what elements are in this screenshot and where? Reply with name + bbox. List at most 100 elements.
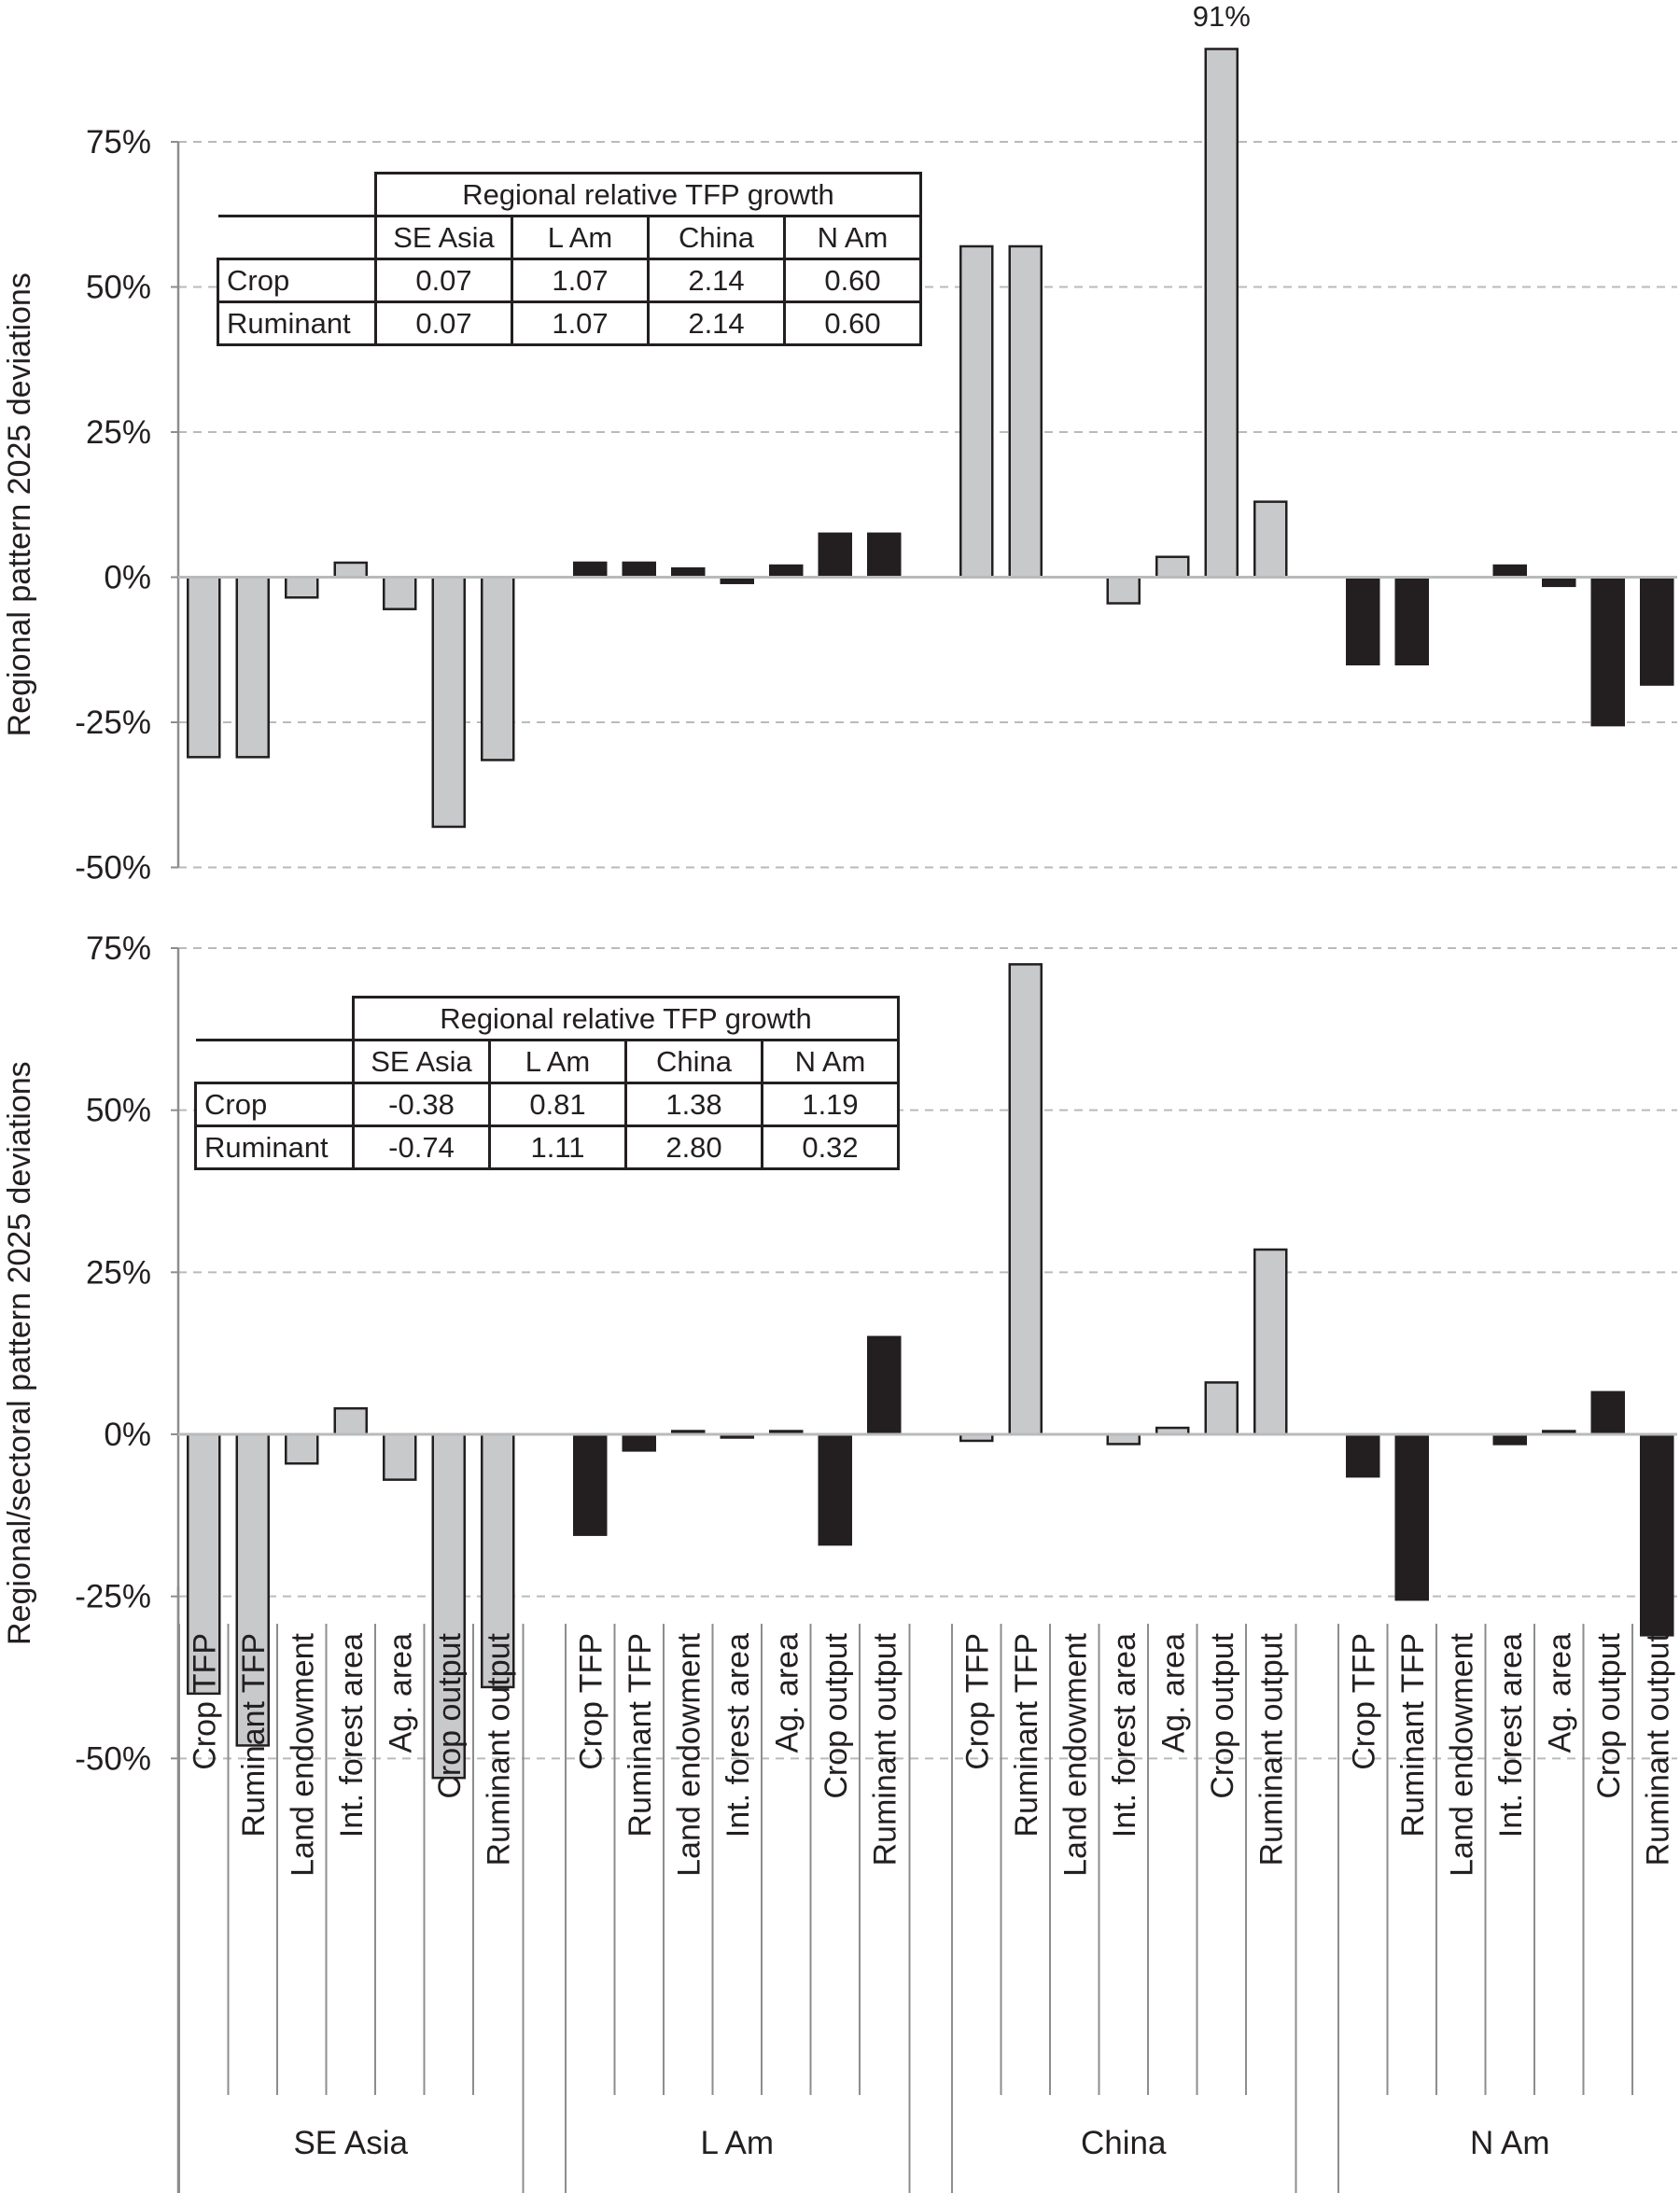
table-col-header: L Am <box>511 215 650 260</box>
category-label: Int. forest area <box>1493 1633 1529 1837</box>
table-cell: -0.74 <box>352 1124 491 1170</box>
tfp-growth-table-bottom: Regional relative TFP growth SE Asia L A… <box>194 996 900 1170</box>
category-label: Ruminant output <box>481 1632 516 1865</box>
category-label: Ruminant TFP <box>623 1633 658 1837</box>
bar <box>1204 1381 1239 1436</box>
bar <box>1492 564 1527 579</box>
category-label: Crop TFP <box>959 1633 995 1770</box>
category-label: Int. forest area <box>334 1633 370 1837</box>
bar-value-label: 91% <box>1193 0 1251 33</box>
table-cell: 2.14 <box>647 258 786 303</box>
bar <box>867 1335 902 1436</box>
table-cell: -0.38 <box>352 1082 491 1127</box>
category-label: Ag. area <box>1155 1633 1191 1753</box>
bar <box>187 1432 221 1696</box>
table-row-label: Crop <box>194 1082 355 1127</box>
table-corner <box>195 997 355 1041</box>
bar <box>959 244 994 579</box>
bar <box>818 532 852 579</box>
category-label: Ruminant TFP <box>1009 1633 1044 1837</box>
table-col-header: China <box>624 1039 763 1084</box>
group-label: L Am <box>701 2125 774 2161</box>
bar <box>235 576 270 759</box>
table-col-header: China <box>647 215 786 260</box>
bar <box>867 532 902 579</box>
bar <box>285 576 319 599</box>
y-tick-label: 75% <box>86 930 151 967</box>
table-cell: 2.14 <box>647 300 786 346</box>
bar <box>573 561 608 579</box>
category-label: Ruminant TFP <box>1395 1633 1431 1837</box>
bar <box>1492 1432 1527 1446</box>
bar <box>383 576 417 610</box>
bar <box>383 1432 417 1481</box>
category-label: Crop output <box>432 1632 468 1798</box>
table-row-label: Ruminant <box>194 1124 355 1170</box>
bar <box>235 1432 270 1747</box>
bar <box>1253 1248 1288 1436</box>
y-tick-label: 75% <box>86 124 151 161</box>
table-title: Regional relative TFP growth <box>352 996 900 1041</box>
table-cell: 0.60 <box>783 258 922 303</box>
bar <box>573 1432 608 1536</box>
y-tick-label: -50% <box>75 1740 151 1777</box>
table-cell: 1.07 <box>511 258 650 303</box>
bar <box>187 576 221 759</box>
bar <box>481 576 515 761</box>
bar <box>1394 576 1429 666</box>
category-label: Crop TFP <box>187 1633 222 1770</box>
table-col-header: N Am <box>761 1039 900 1084</box>
table-col-header: SE Asia <box>374 215 513 260</box>
category-label: Int. forest area <box>721 1633 756 1837</box>
bar <box>333 561 368 579</box>
table-col-header: N Am <box>783 215 922 260</box>
group-label: China <box>1081 2125 1167 2161</box>
table-cell: 1.38 <box>624 1082 763 1127</box>
bar <box>1640 576 1674 686</box>
bar <box>1008 963 1043 1436</box>
category-label: Land endowment <box>671 1632 707 1876</box>
y-tick-label: 50% <box>86 1093 151 1129</box>
category-label: Crop TFP <box>1346 1633 1381 1770</box>
table-cell: 1.07 <box>511 300 650 346</box>
category-label: Ag. area <box>1542 1633 1577 1753</box>
bar <box>1106 1432 1141 1446</box>
group-label: SE Asia <box>293 2125 408 2161</box>
group-label: N Am <box>1470 2125 1550 2161</box>
table-col-header: L Am <box>488 1039 627 1084</box>
bar <box>1253 500 1288 579</box>
table-cell: 0.32 <box>761 1124 900 1170</box>
y-axis-label: Regional pattern 2025 deviations <box>2 272 37 736</box>
table-corner <box>217 216 377 260</box>
bar <box>769 564 804 579</box>
table-row-label: Ruminant <box>217 300 377 346</box>
category-label: Crop output <box>819 1632 854 1798</box>
table-cell: 1.11 <box>488 1124 627 1170</box>
category-label: Ruminant output <box>1640 1632 1675 1865</box>
y-tick-label: -25% <box>75 1579 151 1615</box>
bar <box>1590 1390 1625 1436</box>
category-label: Crop output <box>1591 1632 1627 1798</box>
y-tick-label: 25% <box>86 414 151 451</box>
y-axis-label: Regional/sectoral pattern 2025 deviation… <box>2 1061 37 1645</box>
table-cell: 0.81 <box>488 1082 627 1127</box>
category-label: Ruminant output <box>867 1632 903 1865</box>
bar <box>1008 244 1043 579</box>
y-tick-label: -25% <box>75 705 151 741</box>
y-tick-label: 0% <box>104 1417 151 1453</box>
table-col-header: SE Asia <box>352 1039 491 1084</box>
bar <box>622 561 656 579</box>
y-tick-label: 0% <box>104 560 151 596</box>
bar <box>1346 576 1380 666</box>
table-cell: 0.07 <box>374 258 513 303</box>
bar <box>481 1432 515 1689</box>
table-cell: 0.07 <box>374 300 513 346</box>
table-cell: 1.19 <box>761 1082 900 1127</box>
category-label: Crop TFP <box>573 1633 609 1770</box>
bar <box>333 1406 368 1436</box>
category-label: Land endowment <box>1057 1632 1093 1876</box>
table-row-label: Crop <box>217 258 377 303</box>
category-label: Ag. area <box>769 1633 805 1753</box>
table-cell: 0.60 <box>783 300 922 346</box>
